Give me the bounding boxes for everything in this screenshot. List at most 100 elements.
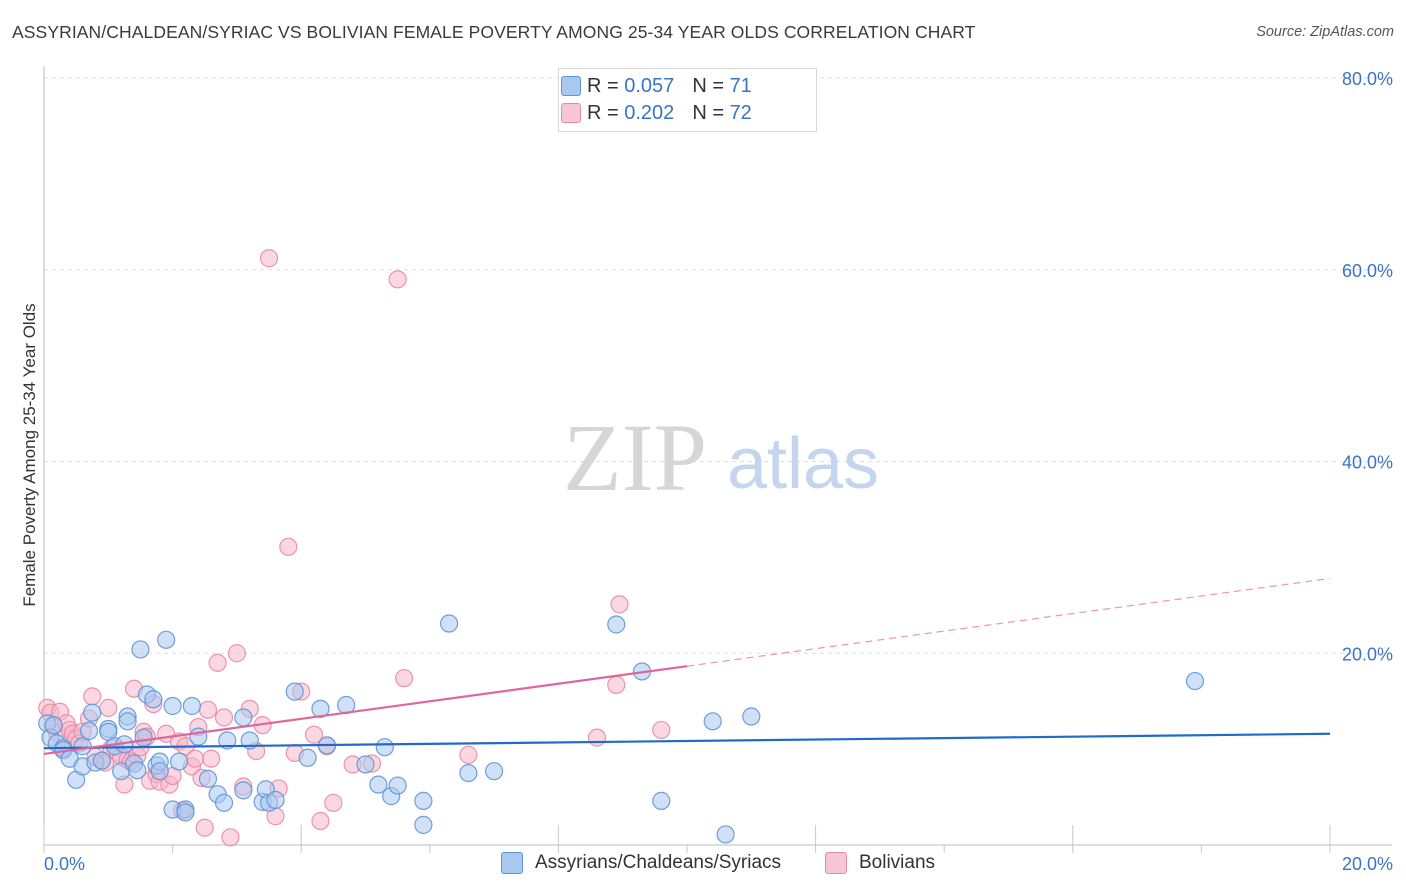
axes [43, 66, 1392, 853]
assyrian-point [742, 707, 761, 726]
legend-swatch-blue [561, 76, 581, 96]
bolivian-point [652, 720, 671, 740]
grid [44, 77, 1392, 654]
legend-swatch-pink [561, 103, 581, 123]
assyrian-point [157, 630, 176, 649]
assyrian-point [131, 640, 150, 659]
legend-label: Bolivians [859, 852, 936, 873]
bolivian-point [388, 270, 407, 289]
assyrian-trend-line [43, 732, 1331, 750]
assyrian-point [716, 825, 735, 844]
assyrian-point [388, 776, 407, 795]
assyrian-point [485, 762, 504, 781]
assyrian-point [144, 690, 163, 709]
legend-row-assyrian: R = 0.057 N = 71 [561, 74, 752, 98]
assyrian-point [369, 775, 388, 794]
correlation-legend: R = 0.057 N = 71 R = 0.202 N = 72 [558, 68, 817, 132]
legend-r-value: 0.202 [624, 101, 675, 124]
assyrian-point [169, 752, 189, 771]
series-legend: Assyrians/Chaldeans/Syriacs Bolivians [0, 852, 1406, 878]
bolivian-point [227, 644, 246, 663]
assyrian-point [118, 712, 137, 731]
bolivian-point [259, 249, 279, 268]
bolivian-point [221, 828, 240, 847]
assyrian-point [44, 716, 63, 735]
assyrian-point [128, 761, 147, 780]
chart-title: ASSYRIAN/CHALDEAN/SYRIAC VS BOLIVIAN FEM… [12, 22, 976, 42]
watermark: ZIP atlas [563, 404, 879, 511]
bolivian-point [279, 537, 298, 556]
bolivian-trend-line-extension [686, 577, 1331, 667]
x-tick-label: 0.0% [44, 854, 85, 874]
bolivian-point [214, 708, 234, 727]
legend-swatch-pink [825, 852, 847, 874]
legend-swatch-blue [501, 852, 523, 874]
y-tick-label: 80.0% [1342, 69, 1393, 89]
bolivian-point [202, 749, 221, 768]
bolivian-point [587, 728, 607, 747]
legend-n-value: 72 [729, 101, 752, 124]
assyrian-point [311, 699, 330, 718]
legend-r-value: 0.057 [624, 74, 675, 97]
assyrian-point [234, 708, 253, 727]
assyrian-point [176, 803, 195, 822]
legend-label: Assyrians/Chaldeans/Syriacs [535, 852, 782, 873]
assyrian-point [459, 763, 478, 783]
assyrian-point [652, 791, 671, 810]
assyrian-point [134, 728, 153, 747]
legend-n-value: 71 [729, 74, 752, 97]
assyrian-point [218, 731, 237, 750]
x-tick-label: 20.0% [1342, 854, 1393, 874]
bolivian-point [610, 595, 629, 614]
assyrian-point [234, 781, 253, 800]
bolivian-point [186, 749, 205, 768]
assyrian-point [189, 727, 208, 746]
assyrian-point [298, 748, 317, 767]
bolivian-point [607, 675, 626, 694]
bolivian-point [99, 698, 118, 717]
assyrian-point [79, 721, 99, 741]
assyrian-point [182, 696, 201, 716]
assyrian-point [83, 703, 102, 722]
assyrian-point [1185, 671, 1205, 691]
legend-row-bolivian: R = 0.202 N = 72 [561, 101, 752, 125]
bolivian-point [324, 793, 343, 812]
assyrian-point [73, 737, 92, 756]
y-tick-label: 60.0% [1342, 261, 1393, 281]
watermark-atlas: atlas [727, 424, 879, 504]
bolivian-point [304, 725, 324, 744]
legend-r-label: R = [587, 101, 619, 124]
assyrian-point [414, 815, 433, 834]
bolivian-point [195, 818, 214, 837]
legend-n-label: N = [692, 101, 724, 124]
bolivian-point [311, 811, 330, 831]
assyrian-point [439, 614, 459, 633]
bolivian-trend-line [43, 665, 688, 756]
bolivian-point [83, 687, 102, 706]
assyrian-point [414, 791, 433, 810]
assyrian-point [266, 790, 285, 810]
trend-lines [43, 577, 1331, 756]
legend-n-label: N = [692, 74, 724, 97]
assyrian-point [703, 712, 722, 731]
tick-labels: 20.0% 40.0% 60.0% 80.0% 0.0% 20.0% [44, 69, 1393, 874]
assyrian-point [150, 762, 169, 781]
legend-item-assyrian: Assyrians/Chaldeans/Syriacs [501, 852, 781, 874]
bolivian-point [394, 669, 414, 688]
bolivian-point [208, 653, 227, 672]
assyrian-point [198, 769, 218, 788]
source-label: Source: ZipAtlas.com [1256, 24, 1394, 40]
assyrian-point [92, 751, 111, 770]
assyrian-point [285, 682, 304, 701]
legend-r-label: R = [587, 74, 619, 97]
data-points [38, 249, 1205, 847]
y-tick-label: 20.0% [1342, 644, 1393, 664]
bolivian-point [459, 745, 478, 764]
bolivian-point [198, 700, 218, 719]
y-tick-label: 40.0% [1342, 453, 1393, 473]
assyrian-point [163, 696, 182, 716]
legend-item-bolivian: Bolivians [825, 852, 935, 874]
assyrian-point [375, 738, 394, 757]
assyrian-point [607, 615, 626, 634]
